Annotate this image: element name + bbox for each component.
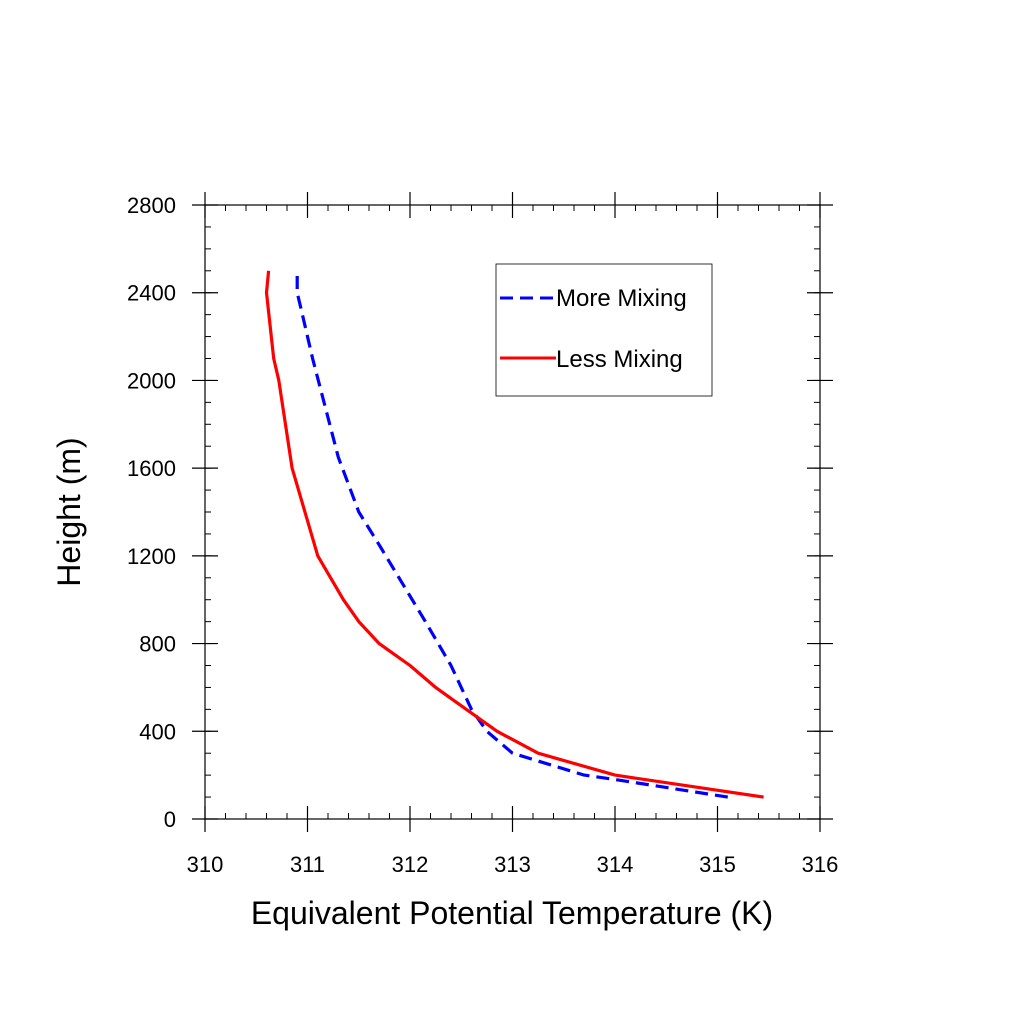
y-tick-labels: 0 400 800 1200 1600 2000 2400 2800 bbox=[127, 193, 176, 832]
x-axis-title: Equivalent Potential Temperature (K) bbox=[251, 895, 773, 931]
y-tick-label: 2000 bbox=[127, 368, 176, 393]
y-tick-label: 400 bbox=[139, 719, 176, 744]
major-ticks bbox=[192, 192, 833, 832]
y-tick-label: 1600 bbox=[127, 456, 176, 481]
y-tick-label: 2400 bbox=[127, 281, 176, 306]
x-tick-label: 313 bbox=[494, 852, 531, 877]
x-tick-label: 310 bbox=[187, 852, 224, 877]
y-axis-title: Height (m) bbox=[51, 437, 87, 586]
series-line-more-mixing bbox=[295, 275, 729, 799]
y-tick-label: 0 bbox=[164, 807, 176, 832]
y-tick-label: 1200 bbox=[127, 544, 176, 569]
x-tick-label: 314 bbox=[597, 852, 634, 877]
x-tick-label: 316 bbox=[802, 852, 839, 877]
x-tick-label: 315 bbox=[699, 852, 736, 877]
x-tick-labels: 310 311 312 313 314 315 316 bbox=[187, 852, 839, 877]
legend-label-more-mixing: More Mixing bbox=[556, 285, 687, 312]
legend-box bbox=[495, 263, 713, 397]
series-group bbox=[264, 270, 764, 799]
x-tick-label: 311 bbox=[290, 852, 325, 877]
legend: More Mixing Less Mixing bbox=[495, 263, 713, 397]
y-tick-label: 2800 bbox=[127, 193, 176, 218]
y-tick-label: 800 bbox=[139, 632, 176, 657]
series-line-less-mixing bbox=[264, 270, 764, 799]
legend-label-less-mixing: Less Mixing bbox=[556, 346, 683, 373]
x-tick-label: 312 bbox=[392, 852, 429, 877]
